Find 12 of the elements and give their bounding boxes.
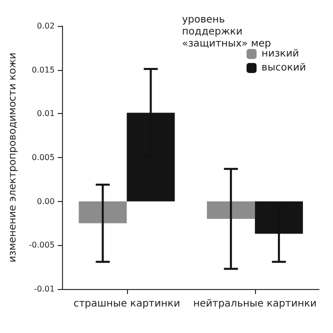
y-tick-label: 0.00 — [36, 196, 55, 206]
y-tick-label: 0.02 — [36, 22, 55, 30]
y-tick-label: -0.01 — [34, 284, 55, 294]
legend-label: высокий — [262, 62, 306, 74]
y-tick-label: -0.005 — [28, 240, 55, 250]
x-tick-label: страшные картинки — [73, 298, 180, 310]
y-axis-title: изменение электропроводимости кожи — [8, 52, 18, 262]
y-tick-label: 0.015 — [32, 65, 55, 74]
y-tick-label: 0.01 — [36, 109, 55, 118]
x-tick-label: нейтральные картинки — [193, 298, 317, 310]
y-tick-label: 0.005 — [32, 153, 55, 162]
legend-label: низкий — [262, 48, 299, 60]
